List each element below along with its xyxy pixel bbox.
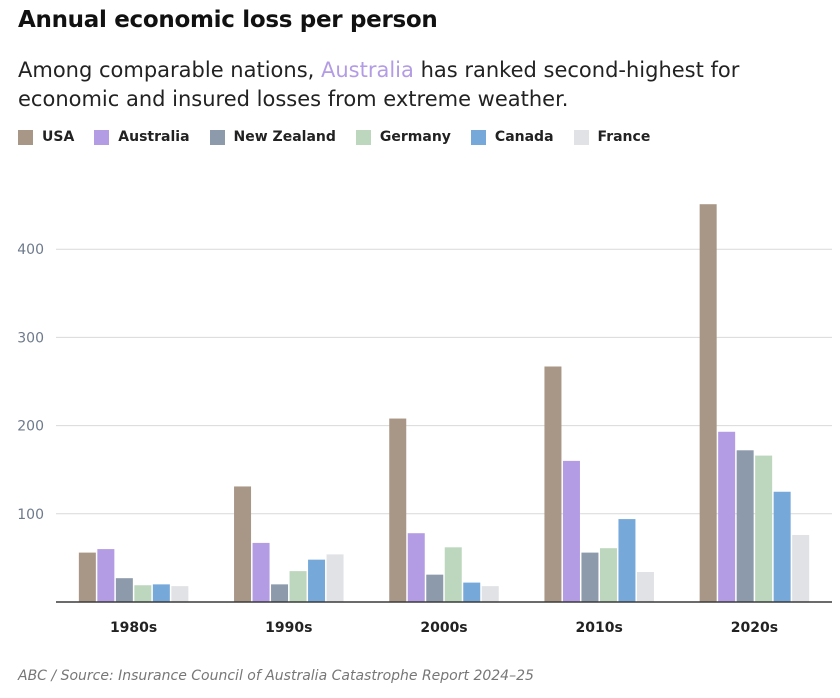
bar-australia-2010s bbox=[562, 460, 580, 602]
subtitle-text-before: Among comparable nations, bbox=[18, 58, 321, 82]
subtitle-text-after: has ranked second-highest for economic a… bbox=[18, 58, 740, 111]
x-tick-label-2010s: 2010s bbox=[576, 620, 623, 636]
y-tick-label-400: 400 bbox=[17, 242, 44, 258]
y-tick-label-100: 100 bbox=[17, 507, 44, 523]
bar-france-1980s bbox=[171, 586, 189, 602]
bar-australia-1990s bbox=[252, 542, 270, 602]
y-tick-label-300: 300 bbox=[17, 330, 44, 346]
bar-usa-1990s bbox=[234, 486, 252, 602]
x-tick-label-2020s: 2020s bbox=[731, 620, 778, 636]
chart-legend: USA Australia New Zealand Germany Canada Fran… bbox=[18, 129, 670, 145]
bar-germany-2020s bbox=[755, 455, 773, 602]
bar-australia-2020s bbox=[718, 431, 736, 602]
bar-germany-2000s bbox=[444, 547, 462, 602]
bar-germany-1990s bbox=[289, 571, 307, 602]
legend-swatch-australia bbox=[94, 129, 110, 145]
bar-new-zealand-1990s bbox=[271, 584, 289, 602]
bar-france-2020s bbox=[792, 534, 810, 602]
bar-germany-1980s bbox=[134, 585, 152, 602]
legend-label-canada: Canada bbox=[494, 129, 554, 145]
chart-subtitle: Among comparable nations, Australia has … bbox=[18, 56, 818, 114]
bar-canada-1990s bbox=[308, 559, 326, 602]
bar-canada-2010s bbox=[618, 519, 636, 602]
bar-new-zealand-2000s bbox=[426, 574, 444, 602]
legend-swatch-usa bbox=[18, 129, 33, 145]
bar-usa-1980s bbox=[78, 552, 96, 602]
source-note: ABC / Source: Insurance Council of Austr… bbox=[18, 668, 534, 684]
bar-new-zealand-2010s bbox=[581, 552, 599, 602]
legend-item-germany: Germany bbox=[355, 129, 451, 145]
bar-france-1990s bbox=[326, 554, 344, 602]
legend-label-australia: Australia bbox=[118, 129, 190, 145]
bar-usa-2000s bbox=[389, 418, 407, 602]
bar-australia-1980s bbox=[97, 549, 115, 602]
y-tick-label-200: 200 bbox=[17, 419, 44, 435]
legend-swatch-new-zealand bbox=[209, 129, 225, 145]
bar-canada-1980s bbox=[152, 584, 170, 602]
bar-usa-2010s bbox=[544, 366, 562, 602]
bar-france-2000s bbox=[481, 586, 499, 602]
legend-item-france: France bbox=[573, 129, 651, 145]
x-tick-label-2000s: 2000s bbox=[420, 620, 467, 636]
x-tick-label-1980s: 1980s bbox=[110, 620, 157, 636]
subtitle-highlight-australia: Australia bbox=[321, 58, 414, 82]
bar-france-2010s bbox=[636, 572, 654, 602]
bar-germany-2010s bbox=[599, 548, 617, 602]
legend-swatch-canada bbox=[470, 129, 486, 145]
legend-label-france: France bbox=[597, 129, 651, 145]
legend-swatch-germany bbox=[355, 129, 371, 145]
x-tick-label-1990s: 1990s bbox=[265, 620, 312, 636]
bar-new-zealand-2020s bbox=[736, 450, 754, 602]
legend-item-new-zealand: New Zealand bbox=[209, 129, 336, 145]
legend-label-new-zealand: New Zealand bbox=[233, 129, 336, 145]
legend-item-canada: Canada bbox=[470, 129, 554, 145]
bar-usa-2020s bbox=[699, 204, 717, 602]
legend-label-germany: Germany bbox=[379, 129, 451, 145]
bar-australia-2000s bbox=[407, 533, 425, 602]
legend-item-australia: Australia bbox=[94, 129, 190, 145]
legend-label-usa: USA bbox=[42, 129, 75, 145]
legend-swatch-france bbox=[573, 129, 589, 145]
chart-title: Annual economic loss per person bbox=[18, 7, 438, 33]
bar-new-zealand-1980s bbox=[115, 578, 133, 602]
legend-item-usa: USA bbox=[18, 129, 74, 145]
bar-canada-2020s bbox=[773, 491, 791, 602]
bar-chart: 100 200 300 400 1980s 1990s 2000s 2010s 2020s bbox=[17, 204, 832, 636]
bar-canada-2000s bbox=[463, 582, 481, 602]
